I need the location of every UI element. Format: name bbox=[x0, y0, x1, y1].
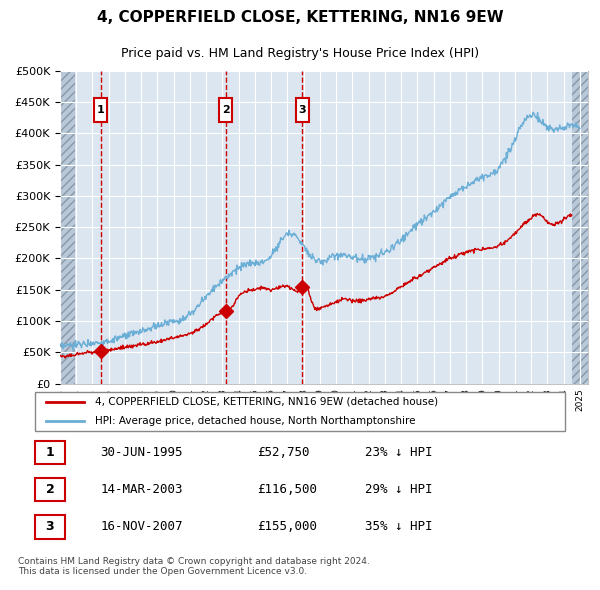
Text: 4, COPPERFIELD CLOSE, KETTERING, NN16 9EW: 4, COPPERFIELD CLOSE, KETTERING, NN16 9E… bbox=[97, 10, 503, 25]
Text: £116,500: £116,500 bbox=[257, 483, 317, 496]
FancyBboxPatch shape bbox=[296, 99, 308, 122]
Text: £52,750: £52,750 bbox=[257, 446, 310, 459]
FancyBboxPatch shape bbox=[35, 515, 65, 539]
Text: 1: 1 bbox=[46, 446, 55, 459]
FancyBboxPatch shape bbox=[35, 392, 565, 431]
Bar bbox=[60, 71, 74, 384]
Text: 14-MAR-2003: 14-MAR-2003 bbox=[100, 483, 182, 496]
Text: Contains HM Land Registry data © Crown copyright and database right 2024.
This d: Contains HM Land Registry data © Crown c… bbox=[18, 557, 370, 576]
FancyBboxPatch shape bbox=[35, 478, 65, 502]
FancyBboxPatch shape bbox=[35, 441, 65, 464]
Text: 35% ↓ HPI: 35% ↓ HPI bbox=[365, 520, 432, 533]
Text: £155,000: £155,000 bbox=[257, 520, 317, 533]
Text: HPI: Average price, detached house, North Northamptonshire: HPI: Average price, detached house, Nort… bbox=[95, 417, 415, 426]
Text: 4, COPPERFIELD CLOSE, KETTERING, NN16 9EW (detached house): 4, COPPERFIELD CLOSE, KETTERING, NN16 9E… bbox=[95, 397, 438, 407]
Bar bbox=[572, 71, 596, 384]
Text: Price paid vs. HM Land Registry's House Price Index (HPI): Price paid vs. HM Land Registry's House … bbox=[121, 47, 479, 60]
FancyBboxPatch shape bbox=[94, 99, 107, 122]
Text: 16-NOV-2007: 16-NOV-2007 bbox=[100, 520, 182, 533]
FancyBboxPatch shape bbox=[219, 99, 232, 122]
Text: 23% ↓ HPI: 23% ↓ HPI bbox=[365, 446, 432, 459]
Text: 3: 3 bbox=[46, 520, 54, 533]
Text: 1: 1 bbox=[97, 105, 104, 115]
Text: 30-JUN-1995: 30-JUN-1995 bbox=[100, 446, 182, 459]
Text: 2: 2 bbox=[46, 483, 55, 496]
Text: 2: 2 bbox=[222, 105, 230, 115]
Text: 29% ↓ HPI: 29% ↓ HPI bbox=[365, 483, 432, 496]
Text: 3: 3 bbox=[298, 105, 306, 115]
